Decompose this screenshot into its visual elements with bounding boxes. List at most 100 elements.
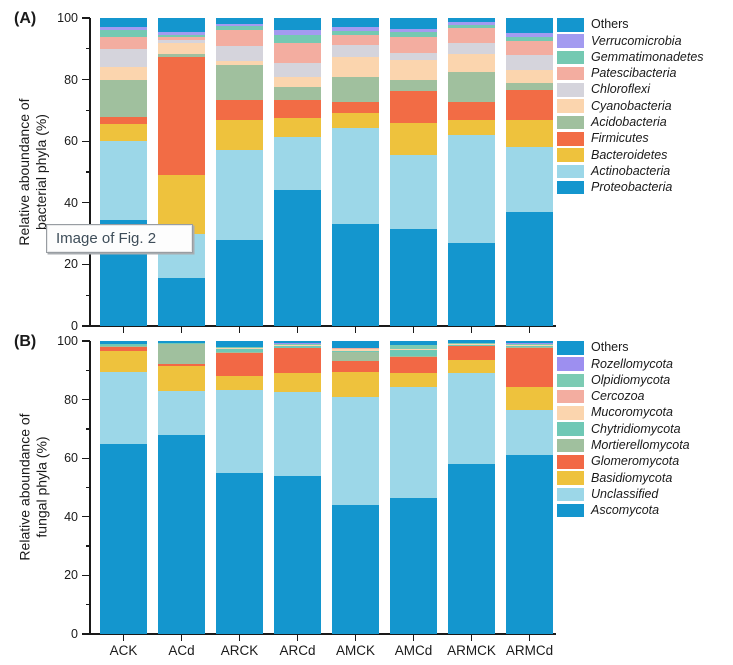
segment-firmicutes: [506, 90, 553, 120]
legend-swatch: [557, 50, 584, 65]
x-axis-tick: [528, 327, 531, 333]
bar-ARCK: [216, 18, 263, 326]
x-axis-line: [89, 633, 556, 635]
x-axis-tick: [470, 635, 473, 641]
legend-label: Proteobacteria: [591, 180, 673, 195]
segment-unclassified: [506, 409, 553, 456]
y-axis-minor-tick: [86, 48, 90, 50]
y-axis-minor-tick: [86, 109, 90, 112]
y-axis-tick-label: 40: [64, 195, 78, 210]
segment-glomeromycota: [448, 346, 495, 361]
bar-ARCK: [216, 341, 263, 634]
legend-swatch: [557, 389, 584, 404]
y-axis-major-tick: [82, 457, 90, 459]
segment-chytridiomycota: [390, 349, 437, 356]
segment-firmicutes: [274, 99, 321, 118]
segment-mortierellomycota: [100, 346, 147, 347]
legend-item-bacteroidetes: Bacteroidetes: [557, 148, 704, 162]
x-axis-line: [89, 325, 556, 327]
y-axis-tick-label: 100: [57, 11, 78, 25]
segment-bacteroidetes: [390, 122, 437, 156]
segment-cyanobacteria: [158, 43, 205, 55]
segment-others: [390, 18, 437, 30]
legend-swatch: [557, 438, 584, 453]
segment-mucoromycota: [216, 348, 263, 349]
segment-acidobacteria: [100, 79, 147, 117]
segment-cyanobacteria: [274, 76, 321, 87]
x-axis-tick: [122, 327, 125, 333]
segment-cyanobacteria: [448, 54, 495, 73]
x-axis-label-AMCK: AMCK: [335, 643, 375, 658]
panel-b-plot: 0 20 40 60 80 100 ACK ACd ARCK ARCd AMCK AMCd ARMCK A…: [57, 334, 556, 658]
legend-label: Rozellomycota: [591, 356, 673, 371]
legend-label: Patescibacteria: [591, 66, 677, 81]
segment-patescibacteria: [274, 43, 321, 64]
legend-label: Mortierellomycota: [591, 438, 690, 453]
segment-acidobacteria: [274, 86, 321, 100]
legend-label: Ascomycota: [591, 503, 660, 518]
segment-chytridiomycota: [274, 346, 321, 348]
y-axis-minor-tick: [86, 171, 90, 173]
segment-others: [158, 18, 205, 32]
segment-firmicutes: [332, 101, 379, 113]
segment-patescibacteria: [448, 27, 495, 43]
segment-actinobacteria: [274, 136, 321, 191]
segment-unclassified: [274, 391, 321, 476]
legend-item-patescibacteria: Patescibacteria: [557, 67, 704, 81]
x-axis-tick: [412, 635, 415, 641]
y-axis-title: Relative aboundance of bacterial phyla (…: [16, 98, 49, 246]
y-axis-major-tick: [82, 325, 90, 327]
segment-patescibacteria: [100, 36, 147, 49]
segment-verrucomicrobia: [274, 30, 321, 35]
segment-mortierellomycota: [390, 355, 437, 357]
segment-patescibacteria: [390, 36, 437, 53]
legend-label: Unclassified: [591, 486, 659, 501]
segment-gemmatimonadetes: [216, 26, 263, 31]
legend-swatch: [557, 406, 584, 420]
segment-firmicutes: [100, 116, 147, 125]
x-axis-label-ACd: ACd: [168, 643, 195, 658]
segment-patescibacteria: [216, 30, 263, 46]
segment-glomeromycota: [100, 346, 147, 352]
segment-ascomycota: [332, 505, 379, 634]
segment-firmicutes: [216, 99, 263, 120]
segment-glomeromycota: [216, 353, 263, 377]
legend-item-unclassified: Unclassified: [557, 486, 690, 502]
legend-swatch: [557, 132, 584, 146]
y-axis-tick-label: 80: [64, 392, 78, 407]
legend-item-others: Others: [557, 18, 704, 32]
legend-label: Chloroflexi: [591, 82, 651, 97]
segment-mortierellomycota: [332, 352, 379, 361]
segment-others: [506, 18, 553, 34]
segment-mucoromycota: [506, 345, 553, 347]
bar-ARMCK: [448, 18, 495, 326]
segment-glomeromycota: [274, 348, 321, 374]
figure-tooltip: Image of Fig. 2: [46, 224, 193, 253]
segment-mucoromycota: [274, 345, 321, 347]
segment-basidiomycota: [390, 373, 437, 387]
segment-verrucomicrobia: [158, 31, 205, 35]
x-axis-tick: [354, 635, 357, 641]
segment-mortierellomycota: [216, 351, 263, 354]
x-axis-label-ARCd: ARCd: [279, 643, 316, 658]
segment-verrucomicrobia: [100, 27, 147, 30]
y-axis-tick-label: 0: [71, 319, 78, 333]
x-axis-tick: [180, 327, 183, 333]
legend-item-firmicutes: Firmicutes: [557, 132, 704, 146]
legend-label: Acidobacteria: [591, 115, 667, 130]
legend-swatch: [557, 180, 584, 195]
x-axis-tick: [354, 327, 357, 333]
segment-bacteroidetes: [158, 175, 205, 234]
legend-swatch: [557, 18, 584, 32]
segment-basidiomycota: [274, 373, 321, 392]
legend-swatch: [557, 373, 584, 388]
legend-label: Cyanobacteria: [591, 98, 672, 113]
y-axis-minor-tick: [86, 486, 90, 489]
legend-swatch: [557, 83, 584, 97]
segment-gemmatimonadetes: [390, 32, 437, 37]
segment-unclassified: [100, 371, 147, 444]
segment-glomeromycota: [506, 348, 553, 387]
segment-gemmatimonadetes: [158, 34, 205, 38]
legend-item-glomeromycota: Glomeromycota: [557, 455, 690, 469]
y-axis-line: [89, 18, 91, 326]
